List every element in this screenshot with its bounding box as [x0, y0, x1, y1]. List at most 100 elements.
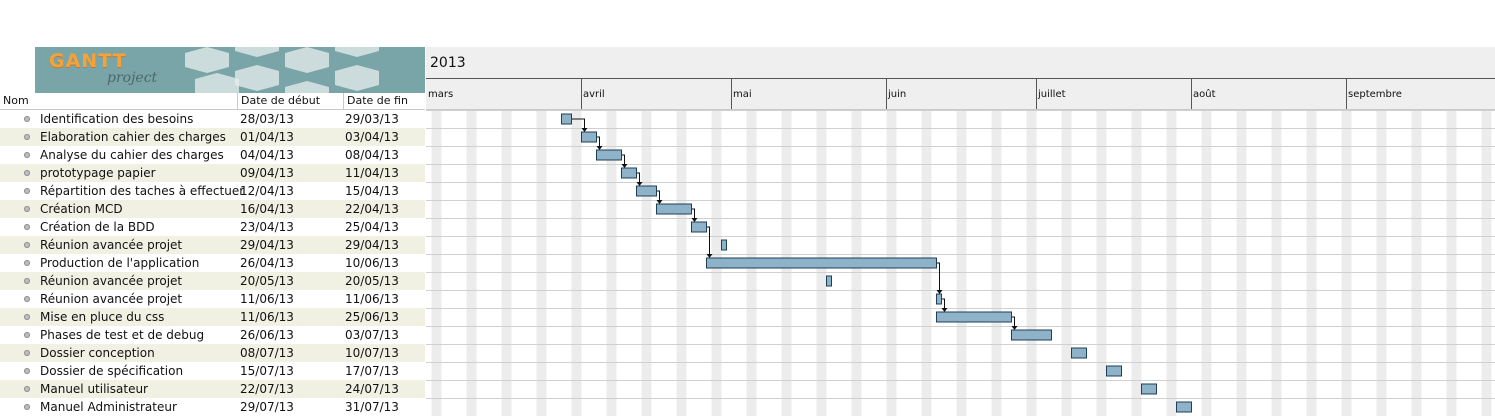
task-end-date: 31/07/13 — [345, 400, 399, 414]
weekend-shade — [1341, 110, 1352, 416]
table-row[interactable]: Manuel utilisateur 22/07/13 24/07/13 — [0, 380, 425, 398]
task-end-date: 11/04/13 — [345, 166, 399, 180]
weekend-shade — [991, 110, 1002, 416]
task-name: Création de la BDD — [40, 220, 155, 234]
task-end-date: 08/04/13 — [345, 148, 399, 162]
table-row[interactable]: Phases de test et de debug 26/06/13 03/07/… — [0, 326, 425, 344]
weekend-shade — [1166, 110, 1177, 416]
task-start-date: 22/07/13 — [240, 382, 294, 396]
arrowhead-icon — [941, 308, 948, 312]
table-row[interactable]: Réunion avancée projet 29/04/13 29/04/13 — [0, 236, 425, 254]
task-start-date: 11/06/13 — [240, 292, 294, 306]
task-start-date: 04/04/13 — [240, 148, 294, 162]
task-name: Manuel Administrateur — [40, 400, 177, 414]
table-row[interactable]: Mise en pluce du css 11/06/13 25/06/13 — [0, 308, 425, 326]
task-name: Réunion avancée projet — [40, 292, 183, 306]
arrowhead-icon — [1011, 326, 1018, 330]
task-name: Analyse du cahier des charges — [40, 148, 224, 162]
arrowhead-icon — [636, 182, 643, 186]
weekend-shade — [1446, 110, 1457, 416]
logo-title: GANTT — [49, 50, 127, 72]
task-bar — [721, 239, 727, 251]
weekend-shade — [1236, 110, 1247, 416]
task-bullet-icon — [24, 350, 30, 356]
month-band — [426, 79, 1495, 109]
task-bar — [581, 131, 597, 143]
month-label: mars — [428, 89, 453, 100]
task-name: prototypage papier — [40, 166, 156, 180]
task-bullet-icon — [24, 188, 30, 194]
task-name: Manuel utilisateur — [40, 382, 148, 396]
table-row[interactable]: Réunion avancée projet 20/05/13 20/05/13 — [0, 272, 425, 290]
table-row[interactable]: Réunion avancée projet 11/06/13 11/06/13 — [0, 290, 425, 308]
task-end-date: 25/06/13 — [345, 310, 399, 324]
weekend-shade — [641, 110, 652, 416]
column-header-name[interactable]: Nom — [3, 94, 29, 107]
arrowhead-icon — [621, 164, 628, 168]
task-bar — [936, 293, 942, 305]
task-end-date: 22/04/13 — [345, 202, 399, 216]
table-row[interactable]: Production de l'application 26/04/13 10/06… — [0, 254, 425, 272]
column-header-start[interactable]: Date de début — [241, 94, 321, 107]
dependency-line — [1011, 316, 1015, 327]
task-bullet-icon — [24, 134, 30, 140]
task-end-date: 10/07/13 — [345, 346, 399, 360]
dependency-line — [636, 172, 640, 183]
task-table: Identification des besoins 28/03/13 29/03/… — [0, 110, 425, 416]
task-bar — [621, 167, 637, 179]
table-row[interactable]: prototypage papier 09/04/13 11/04/13 — [0, 164, 425, 182]
task-end-date: 03/07/13 — [345, 328, 399, 342]
column-header-end[interactable]: Date de fin — [347, 94, 408, 107]
task-name: Dossier conception — [40, 346, 155, 360]
month-label: août — [1193, 88, 1216, 100]
dependency-line — [621, 154, 625, 165]
table-row[interactable]: Elaboration cahier des charges 01/04/13 03… — [0, 128, 425, 146]
gantt-chart: 2013 mars avril mai juin juillet août septembre — [426, 47, 1495, 416]
month-label: avril — [583, 89, 605, 100]
weekend-shade — [536, 110, 547, 416]
arrowhead-icon — [706, 254, 713, 258]
table-row[interactable]: Analyse du cahier des charges 04/04/13 08/… — [0, 146, 425, 164]
table-row[interactable]: Manuel Administrateur 29/07/13 31/07/13 — [0, 398, 425, 416]
task-end-date: 24/07/13 — [345, 382, 399, 396]
task-name: Phases de test et de debug — [40, 328, 205, 342]
dependency-line — [941, 298, 945, 309]
task-bar — [691, 221, 707, 233]
weekend-shade — [1096, 110, 1107, 416]
month-label: septembre — [1348, 89, 1402, 100]
arrowhead-icon — [936, 290, 943, 294]
weekend-shade — [1306, 110, 1317, 416]
arrowhead-icon — [581, 128, 588, 132]
task-bar — [936, 311, 1012, 323]
task-bar — [706, 257, 937, 269]
task-name: Répartition des taches à effectuer — [40, 184, 245, 198]
task-start-date: 16/04/13 — [240, 202, 294, 216]
gantt-project-logo: GANTT project — [35, 47, 425, 93]
table-row[interactable]: Création de la BDD 23/04/13 25/04/13 — [0, 218, 425, 236]
task-start-date: 08/07/13 — [240, 346, 294, 360]
weekend-shade — [1411, 110, 1422, 416]
task-name: Réunion avancée projet — [40, 238, 183, 252]
task-bar — [1011, 329, 1052, 341]
weekend-shade — [431, 110, 442, 416]
task-name: Réunion avancée projet — [40, 274, 183, 288]
task-name: Mise en pluce du css — [40, 310, 165, 324]
weekend-shade — [1271, 110, 1282, 416]
task-bullet-icon — [24, 404, 30, 410]
table-row[interactable]: Identification des besoins 28/03/13 29/03/… — [0, 110, 425, 128]
table-row[interactable]: Dossier conception 08/07/13 10/07/13 — [0, 344, 425, 362]
table-row[interactable]: Répartition des taches à effectuer 12/04/… — [0, 182, 425, 200]
month-label: juin — [887, 89, 906, 100]
weekend-shade — [956, 110, 967, 416]
dependency-arrows — [571, 118, 1018, 330]
table-row[interactable]: Création MCD 16/04/13 22/04/13 — [0, 200, 425, 218]
hexagon-pattern — [185, 47, 379, 93]
task-name: Production de l'application — [40, 256, 200, 270]
arrowhead-icon — [656, 200, 663, 204]
weekend-shade — [1061, 110, 1072, 416]
task-bullet-icon — [24, 332, 30, 338]
dependency-line — [691, 208, 695, 219]
table-row[interactable]: Dossier de spécification 15/07/13 17/07/13 — [0, 362, 425, 380]
task-bullet-icon — [24, 296, 30, 302]
task-name: Elaboration cahier des charges — [40, 130, 226, 144]
